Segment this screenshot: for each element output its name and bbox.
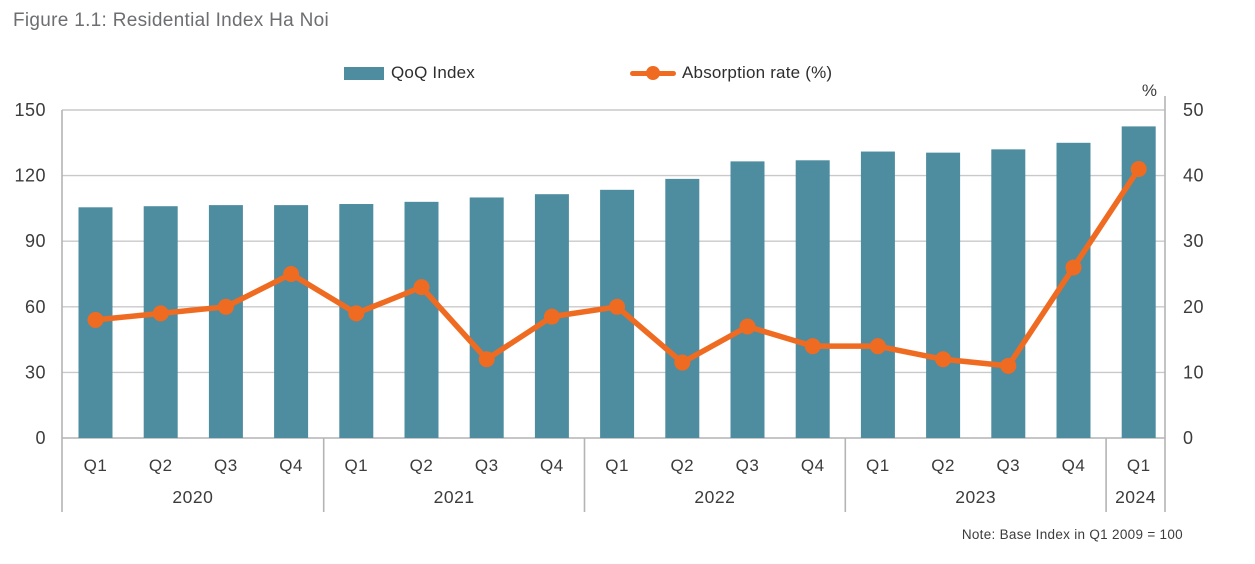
absorption-dot-q1-2021 (348, 305, 365, 322)
legend-label-qoq-index: QoQ Index (391, 63, 476, 82)
x-tick-quarter-4: Q1 (344, 456, 368, 475)
absorption-dot-q1-2024 (1130, 161, 1147, 178)
left-axis-tick-60: 60 (25, 297, 46, 317)
x-tick-quarter-6: Q3 (475, 456, 499, 475)
bar-q3-2022 (730, 161, 765, 439)
bar-q3-2023 (991, 149, 1026, 439)
x-tick-year-2022: 2022 (694, 487, 735, 507)
left-axis-tick-30: 30 (25, 362, 46, 382)
x-tick-quarter-13: Q2 (931, 456, 955, 475)
right-axis-tick-50: 50 (1183, 100, 1204, 120)
x-tick-quarter-2: Q3 (214, 456, 238, 475)
bar-q2-2020 (143, 206, 178, 438)
right-axis-tick-10: 10 (1183, 362, 1204, 382)
absorption-dot-q3-2022 (739, 318, 756, 335)
absorption-dot-q3-2021 (478, 351, 495, 368)
left-axis-tick-150: 150 (14, 100, 46, 120)
bar-q1-2024 (1121, 126, 1156, 439)
bar-q4-2020 (274, 205, 309, 438)
legend-item-absorption-rate: Absorption rate (%) (630, 60, 832, 86)
x-tick-quarter-10: Q3 (736, 456, 760, 475)
x-tick-quarter-1: Q2 (149, 456, 173, 475)
absorption-dot-q1-2023 (869, 338, 886, 355)
absorption-dot-q4-2021 (543, 308, 560, 325)
absorption-dot-q3-2023 (1000, 357, 1017, 374)
right-axis-unit-label: % (1142, 81, 1157, 100)
x-tick-quarter-11: Q4 (801, 456, 825, 475)
x-tick-year-2021: 2021 (434, 487, 475, 507)
absorption-rate-swatch (630, 65, 676, 81)
x-tick-year-2023: 2023 (955, 487, 996, 507)
legend-item-qoq-index: QoQ Index (344, 60, 475, 86)
absorption-dot-q3-2020 (217, 298, 234, 315)
bar-q3-2020 (208, 205, 243, 438)
x-tick-year-2024: 2024 (1115, 487, 1156, 507)
right-axis-tick-30: 30 (1183, 231, 1204, 251)
bar-q2-2022 (665, 178, 700, 438)
x-tick-quarter-0: Q1 (84, 456, 108, 475)
x-tick-quarter-16: Q1 (1127, 456, 1151, 475)
figure-title: Figure 1.1: Residential Index Ha Noi (13, 10, 330, 31)
right-axis-tick-20: 20 (1183, 297, 1204, 317)
absorption-dot-q1-2022 (609, 298, 626, 315)
x-tick-quarter-15: Q4 (1062, 456, 1086, 475)
qoq-index-swatch (344, 66, 384, 80)
absorption-dot-q4-2020 (283, 266, 300, 282)
x-tick-quarter-5: Q2 (410, 456, 434, 475)
bar-q4-2023 (1056, 142, 1091, 439)
absorption-dot-q2-2022 (674, 354, 691, 371)
x-tick-quarter-3: Q4 (279, 456, 303, 475)
left-axis-tick-0: 0 (35, 428, 46, 448)
absorption-dot-q2-2020 (152, 305, 169, 322)
x-tick-quarter-7: Q4 (540, 456, 564, 475)
x-tick-quarter-14: Q3 (996, 456, 1020, 475)
bar-q3-2021 (469, 197, 504, 438)
left-axis-tick-120: 120 (14, 166, 46, 186)
base-index-note: Note: Base Index in Q1 2009 = 100 (961, 527, 1183, 542)
absorption-dot-q2-2023 (935, 351, 952, 368)
x-tick-quarter-9: Q2 (670, 456, 694, 475)
legend-label-absorption-rate: Absorption rate (%) (682, 63, 833, 82)
absorption-dot-q4-2022 (804, 338, 821, 355)
right-axis-tick-0: 0 (1183, 428, 1194, 448)
absorption-dot-q2-2021 (413, 279, 430, 296)
right-axis-tick-40: 40 (1183, 166, 1204, 186)
x-tick-quarter-8: Q1 (605, 456, 629, 475)
absorption-dot-q4-2023 (1065, 259, 1082, 276)
chart-legend: QoQ Index Absorption rate (%) (0, 60, 1255, 86)
absorption-dot-q1-2020 (87, 311, 104, 328)
x-tick-year-2020: 2020 (172, 487, 213, 507)
bar-q4-2022 (795, 160, 830, 438)
bar-q1-2023 (860, 151, 895, 438)
bar-q2-2021 (404, 201, 439, 438)
left-axis-tick-90: 90 (25, 231, 46, 251)
bar-q2-2023 (926, 152, 961, 438)
x-tick-quarter-12: Q1 (866, 456, 890, 475)
